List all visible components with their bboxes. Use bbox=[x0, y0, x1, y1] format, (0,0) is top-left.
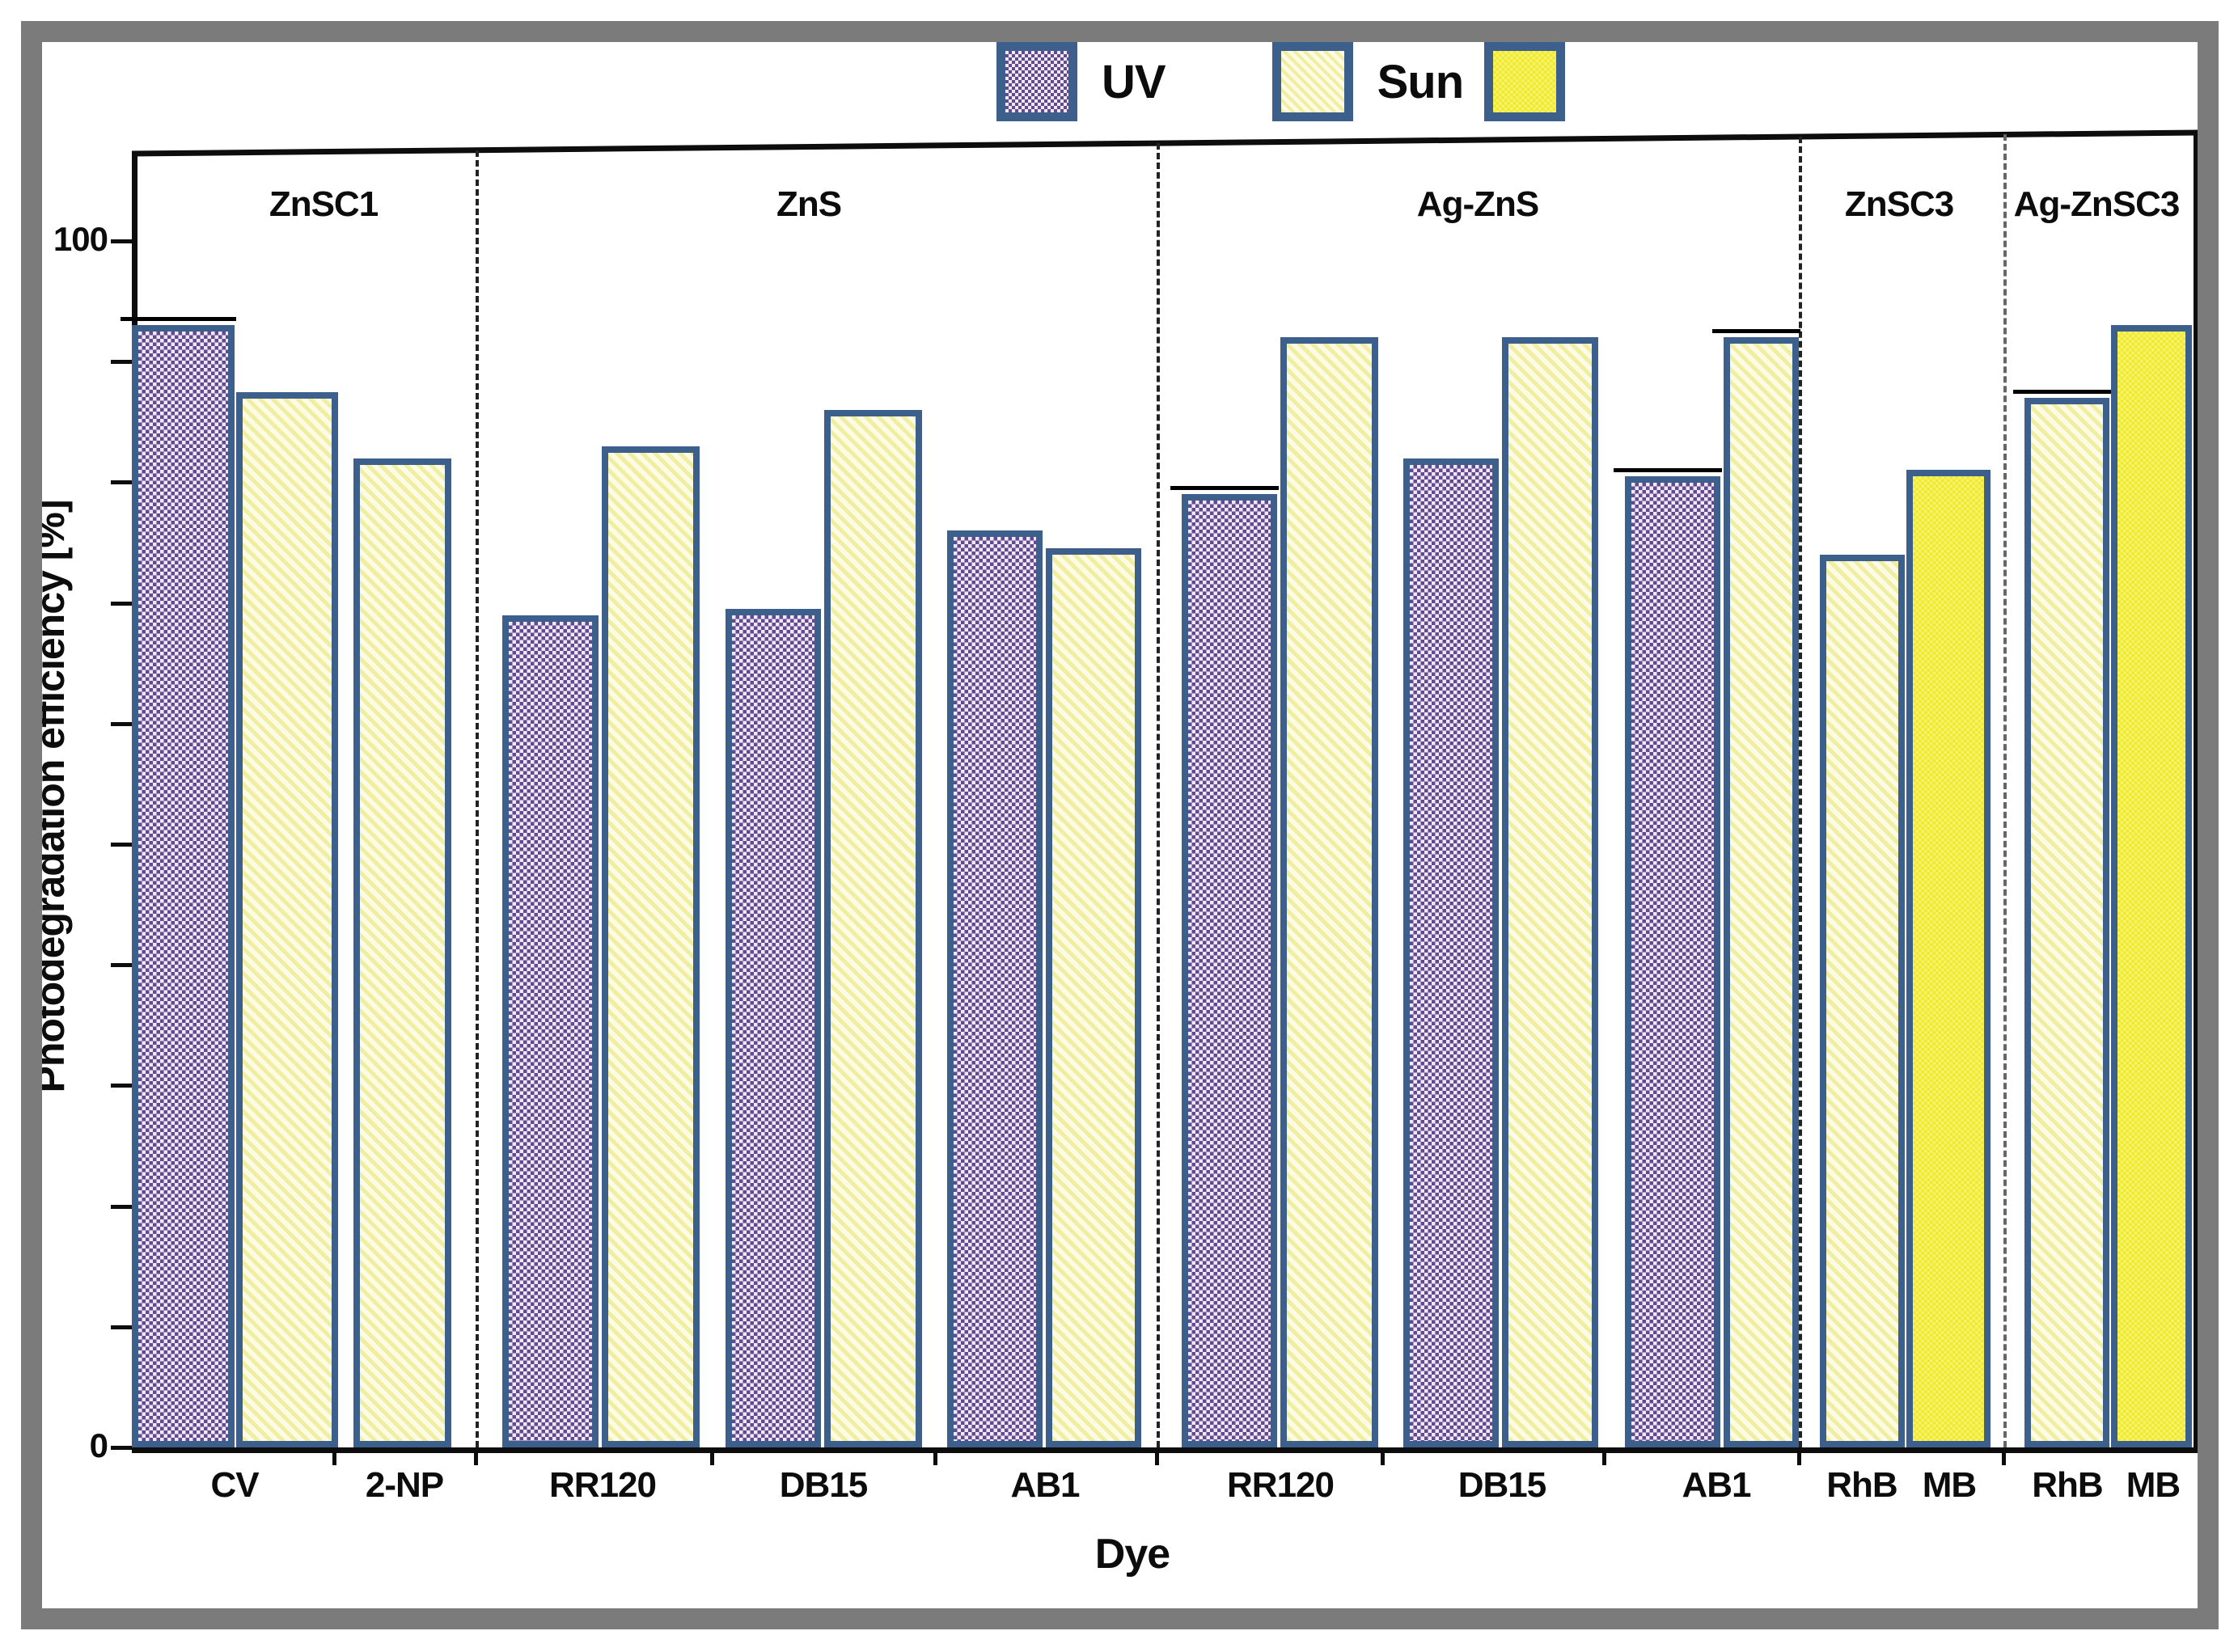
x-axis-tick bbox=[710, 1452, 714, 1465]
y-axis-tick bbox=[111, 601, 132, 606]
x-axis-tick bbox=[1155, 1452, 1159, 1465]
y-axis-tick bbox=[111, 1446, 132, 1450]
legend-swatch-uv bbox=[996, 42, 1077, 121]
x-tick-label-rhb: RhB bbox=[2032, 1465, 2103, 1505]
x-axis-tick bbox=[1602, 1452, 1606, 1465]
section-separator bbox=[476, 150, 479, 1447]
bar-top-cap bbox=[121, 317, 236, 322]
figure-outer-frame bbox=[21, 21, 2219, 1629]
bar-znsc3-mb-sun bbox=[1906, 470, 1991, 1447]
y-axis-tick bbox=[111, 1084, 132, 1088]
x-tick-label-rhb: RhB bbox=[1826, 1465, 1897, 1505]
bar-znsc1-cv-sun bbox=[236, 391, 338, 1447]
bar-ag-zns-rr120-sun bbox=[1280, 337, 1378, 1447]
bar-ag-znsc3-rhb-sun bbox=[2024, 397, 2109, 1447]
y-axis-tick bbox=[111, 963, 132, 968]
bar-ag-zns-ab1-sun bbox=[1724, 337, 1799, 1447]
bar-top-cap bbox=[1614, 467, 1722, 472]
y-axis-tick bbox=[111, 1204, 132, 1209]
section-label-zns: ZnS bbox=[776, 184, 842, 224]
x-axis-tick bbox=[1797, 1452, 1801, 1465]
section-label-znsc1: ZnSC1 bbox=[269, 184, 379, 224]
x-tick-label-db15: DB15 bbox=[1457, 1465, 1546, 1505]
right-axis-line bbox=[2194, 130, 2199, 1450]
bar-ag-znsc3-mb-sun bbox=[2111, 325, 2192, 1447]
bar-znsc1-2-np-sun bbox=[353, 458, 451, 1447]
bar-zns-ab1-sun bbox=[1046, 548, 1141, 1447]
x-axis-tick bbox=[474, 1452, 478, 1465]
section-separator bbox=[1799, 136, 1802, 1447]
x-tick-label-cv: CV bbox=[210, 1465, 259, 1505]
legend-label-uv: UV bbox=[1102, 55, 1166, 108]
y-axis-tick bbox=[111, 480, 132, 485]
bar-top-cap bbox=[2013, 389, 2111, 394]
y-axis-tick bbox=[111, 360, 132, 365]
bar-znsc3-rhb-sun bbox=[1820, 554, 1905, 1447]
section-separator bbox=[2003, 134, 2007, 1447]
x-axis-tick bbox=[1381, 1452, 1385, 1465]
bar-ag-zns-rr120-uv bbox=[1182, 494, 1277, 1447]
y-axis-tick bbox=[111, 1325, 132, 1329]
bar-top-cap bbox=[1170, 486, 1279, 491]
bar-ag-zns-db15-uv bbox=[1403, 458, 1499, 1447]
x-tick-label-ab1: AB1 bbox=[1010, 1465, 1080, 1505]
x-tick-label-2-np: 2-NP bbox=[365, 1465, 444, 1505]
y-axis-tick-label: 100 bbox=[53, 220, 108, 258]
legend-swatch-sun-bright bbox=[1484, 42, 1566, 121]
x-tick-label-rr120: RR120 bbox=[549, 1465, 657, 1505]
x-tick-label-mb: MB bbox=[2126, 1465, 2181, 1505]
bar-zns-db15-uv bbox=[726, 609, 821, 1447]
x-axis-tick bbox=[2002, 1452, 2006, 1465]
y-axis-tick bbox=[111, 843, 132, 847]
bar-zns-rr120-uv bbox=[502, 615, 599, 1447]
bar-zns-ab1-uv bbox=[947, 530, 1043, 1447]
bar-ag-zns-db15-sun bbox=[1502, 337, 1598, 1447]
x-tick-label-mb: MB bbox=[1922, 1465, 1977, 1505]
x-axis-line bbox=[132, 1447, 2199, 1453]
legend-label-sun: Sun bbox=[1377, 55, 1465, 108]
bar-zns-db15-sun bbox=[824, 409, 922, 1447]
y-axis-tick bbox=[111, 239, 132, 243]
bar-zns-rr120-sun bbox=[602, 446, 700, 1447]
bar-znsc1-cv-uv bbox=[132, 325, 235, 1447]
x-tick-label-rr120: RR120 bbox=[1227, 1465, 1335, 1505]
chart-legend: UV Sun bbox=[996, 42, 1566, 121]
x-tick-label-db15: DB15 bbox=[779, 1465, 868, 1505]
x-axis-tick bbox=[933, 1452, 937, 1465]
y-axis-tick-label: 0 bbox=[89, 1426, 108, 1464]
legend-swatch-sun bbox=[1271, 42, 1353, 121]
section-separator bbox=[1157, 143, 1160, 1447]
x-tick-label-ab1: AB1 bbox=[1682, 1465, 1751, 1505]
section-label-ag-zns: Ag-ZnS bbox=[1416, 184, 1539, 224]
x-axis-tick bbox=[332, 1452, 336, 1465]
y-axis-tick bbox=[111, 721, 132, 726]
section-label-znsc3: ZnSC3 bbox=[1844, 184, 1954, 224]
bar-top-cap bbox=[1712, 329, 1800, 334]
bar-ag-zns-ab1-uv bbox=[1625, 475, 1720, 1447]
section-label-ag-znsc3: Ag-ZnSC3 bbox=[2013, 184, 2181, 224]
x-axis-title: Dye bbox=[1094, 1531, 1170, 1578]
